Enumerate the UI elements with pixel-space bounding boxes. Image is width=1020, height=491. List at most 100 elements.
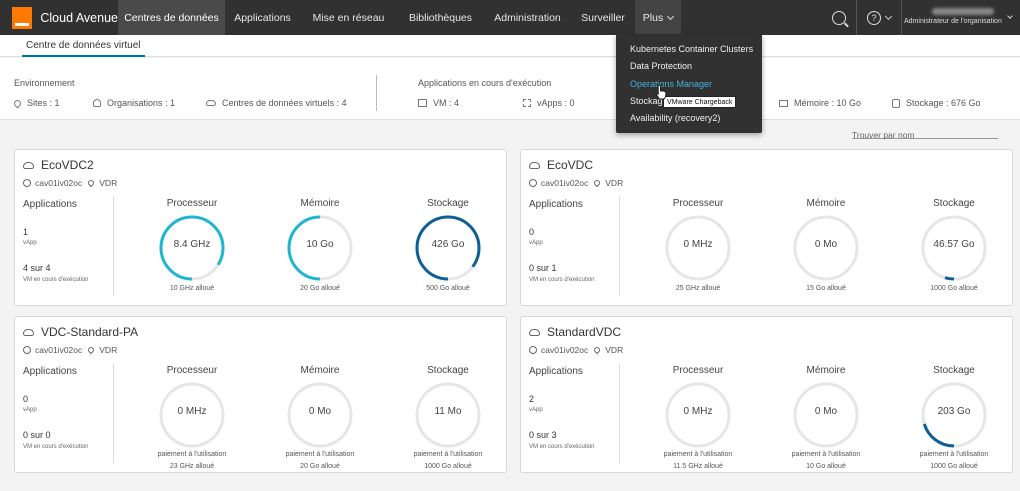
vm-running-count: 0 sur 3	[529, 430, 557, 440]
vdc-title[interactable]: EcoVDC	[529, 158, 593, 172]
vm-count: VM : 4	[418, 98, 459, 108]
nav-bibliotheques[interactable]: Bibliothèques	[408, 11, 473, 24]
metric-billing: paiement à l'utilisation	[919, 451, 989, 458]
nav-plus[interactable]: Plus	[635, 0, 681, 35]
card-divider	[619, 196, 620, 296]
globe-icon	[23, 179, 31, 187]
filter-input[interactable]	[852, 128, 998, 142]
metric-value: 426 Go	[431, 239, 465, 250]
user-menu[interactable]: Administrateur de l'organisation	[902, 0, 1020, 35]
usage-gauge	[415, 215, 481, 281]
menu-item-operations-manager[interactable]: Operations Manager	[630, 79, 713, 89]
metric-allocated: 500 Go alloué	[426, 285, 470, 292]
vdc-count: Centres de données virtuels : 4	[206, 98, 347, 108]
metric-memory: Mémoire 0 Mo paiement à l'utilisation 10 Go…	[771, 363, 881, 470]
vdc-type: VDR	[99, 178, 118, 188]
vdc-card[interactable]: StandardVDC cav01iv02oc VDR Applications 2 vA…	[520, 316, 1013, 473]
vdc-name: EcoVDC2	[41, 158, 94, 172]
vapp-label: vApp	[529, 240, 543, 246]
cloud-icon	[23, 328, 34, 336]
usage-gauge	[921, 215, 987, 281]
usage-gauge	[287, 382, 353, 448]
metric-allocated: 1000 Go alloué	[930, 463, 978, 470]
summary-divider	[376, 75, 377, 111]
metric-allocated: 20 Go alloué	[300, 285, 340, 292]
menu-item-availability[interactable]: Availability (recovery2)	[630, 113, 721, 123]
metric-value: 0 MHz	[683, 239, 713, 250]
vm-running-count: 0 sur 0	[23, 430, 51, 440]
usage-gauge	[159, 382, 225, 448]
header-actions: ? Administrateur de l'organisation	[822, 0, 1020, 35]
tab-centre-de-donnees-virtuel[interactable]: Centre de données virtuel	[22, 35, 145, 57]
vdc-title[interactable]: EcoVDC2	[23, 158, 94, 172]
usage-gauge	[665, 382, 731, 448]
usage-gauge	[159, 215, 225, 281]
vm-text: VM : 4	[433, 98, 460, 108]
vdc-card[interactable]: VDC-Standard-PA cav01iv02oc VDR Application…	[14, 316, 507, 473]
nav-centres-de-donnees[interactable]: Centres de données	[118, 0, 225, 35]
usage-gauge	[665, 215, 731, 281]
location-pin-icon	[87, 178, 96, 188]
help-chevron-down-icon[interactable]	[884, 12, 893, 20]
chevron-down-icon	[667, 12, 675, 20]
metric-allocated: 1000 Go alloué	[930, 285, 978, 292]
vdc-card[interactable]: EcoVDC2 cav01iv02oc VDR Applications 1 vApp 4 …	[14, 149, 507, 306]
vdc-title[interactable]: StandardVDC	[529, 325, 621, 339]
metric-allocated: 10 Go alloué	[806, 463, 846, 470]
organisations-count: Organisations : 1	[93, 98, 175, 108]
nav-mise-en-reseau[interactable]: Mise en réseau	[312, 11, 385, 24]
vdc-site: cav01iv02oc	[35, 178, 83, 188]
metric-allocated: 10 GHz alloué	[169, 285, 215, 292]
vapp-label: vApp	[529, 407, 543, 413]
filter-by-name	[852, 125, 998, 142]
menu-item-data-protection[interactable]: Data Protection	[630, 61, 693, 71]
organisation-icon	[93, 99, 101, 107]
menu-item-kubernetes[interactable]: Kubernetes Container Clusters	[630, 44, 754, 54]
memory-total: Mémoire : 10 Go	[779, 98, 861, 108]
vm-running-label: VM en cours d'exécution	[529, 277, 595, 283]
nav-applications[interactable]: Applications	[234, 11, 291, 24]
brand-title: Cloud Avenue	[40, 10, 118, 25]
applications-label: Applications	[529, 199, 583, 210]
sites-text: Sites : 1	[27, 98, 60, 108]
usage-gauge	[415, 382, 481, 448]
metric-title: Processeur	[672, 365, 724, 376]
sites-count: Sites : 1	[12, 98, 60, 108]
metric-title: Mémoire	[806, 198, 846, 209]
globe-icon	[23, 346, 31, 354]
memory-text: Mémoire : 10 Go	[794, 98, 862, 108]
search-icon[interactable]	[832, 10, 846, 25]
metric-storage: Stockage 203 Go paiement à l'utilisation 10…	[899, 363, 1009, 470]
vdc-site: cav01iv02oc	[541, 178, 589, 188]
vm-running-label: VM en cours d'exécution	[23, 277, 89, 283]
globe-icon	[529, 179, 537, 187]
metric-title: Processeur	[166, 365, 218, 376]
metric-billing: paiement à l'utilisation	[413, 451, 483, 458]
vdc-title[interactable]: VDC-Standard-PA	[23, 325, 138, 339]
vm-running-label: VM en cours d'exécution	[23, 444, 89, 450]
usage-gauge	[793, 215, 859, 281]
metric-value: 8.4 GHz	[173, 239, 211, 250]
nav-surveiller[interactable]: Surveiller	[581, 11, 625, 24]
metric-value: 11 Mo	[434, 406, 462, 417]
tooltip: VMware Chargeback	[663, 96, 737, 108]
metric-memory: Mémoire 0 Mo 15 Go alloué	[771, 196, 881, 302]
metric-value: 0 MHz	[683, 406, 713, 417]
metric-billing: paiement à l'utilisation	[285, 451, 355, 458]
nav-administration[interactable]: Administration	[494, 11, 561, 24]
location-pin-icon	[593, 178, 602, 188]
vm-running-count: 4 sur 4	[23, 263, 51, 273]
brand[interactable]: Cloud Avenue	[0, 0, 118, 35]
help-icon[interactable]: ?	[867, 10, 881, 25]
menu-item-stockage[interactable]: Stockage	[630, 96, 668, 106]
metric-title: Mémoire	[300, 198, 340, 209]
metric-title: Processeur	[166, 198, 218, 209]
cloud-icon	[23, 161, 34, 169]
applications-label: Applications	[23, 366, 77, 377]
vapp-icon	[523, 99, 531, 107]
vdc-location: cav01iv02oc VDR	[529, 178, 623, 188]
vdcs-text: Centres de données virtuels : 4	[222, 98, 347, 108]
applications-label: Applications	[23, 199, 77, 210]
vdc-card[interactable]: EcoVDC cav01iv02oc VDR Applications 0 vApp 0 s…	[520, 149, 1013, 306]
metric-allocated: 23 GHz alloué	[169, 463, 215, 470]
